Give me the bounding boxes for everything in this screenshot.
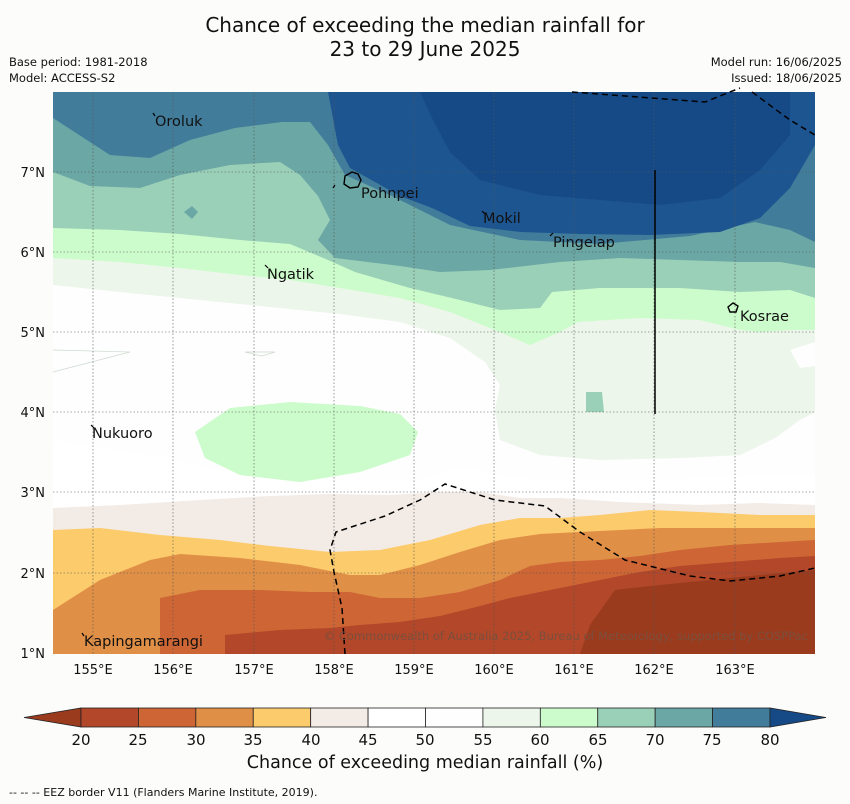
lat-tick-labels: 7°N 6°N 5°N 4°N 3°N 2°N 1°N xyxy=(21,166,46,662)
pohnpei-island-outline xyxy=(343,171,362,189)
patch-teal-small xyxy=(184,206,198,219)
label-mokil: Mokil xyxy=(483,211,521,227)
colorbar-box xyxy=(252,707,312,728)
copyright-notice: © Commonwealth of Australia 2025, Bureau… xyxy=(324,629,808,643)
lat-label: 4°N xyxy=(21,406,46,421)
label-kosrae: Kosrae xyxy=(740,309,789,325)
lon-label: 157°E xyxy=(234,663,274,678)
colorbar-tick: 65 xyxy=(588,731,607,749)
map-title: Chance of exceeding the median rainfall … xyxy=(0,13,850,61)
colorbar-box xyxy=(482,707,541,728)
label-nukuoro: Nukuoro xyxy=(92,426,153,442)
colorbar-box xyxy=(597,707,656,728)
lon-label: 156°E xyxy=(153,663,193,678)
band-dark-low xyxy=(580,570,815,654)
lon-tick-labels: 155°E 156°E 157°E 158°E 159°E 160°E 161°… xyxy=(73,663,755,678)
patch-moist-1 xyxy=(195,402,418,482)
patch-dry-east xyxy=(790,342,815,368)
colorbar-box xyxy=(425,707,484,728)
place-labels: Oroluk Pohnpei Mokil Pingelap Ngatik Kos… xyxy=(84,114,789,650)
kosrae-island-outline xyxy=(727,302,739,313)
colorbar-box xyxy=(310,707,369,728)
rainfall-map: Oroluk Pohnpei Mokil Pingelap Ngatik Kos… xyxy=(21,87,816,678)
label-pohnpei: Pohnpei xyxy=(361,186,419,202)
label-pingelap: Pingelap xyxy=(553,235,615,251)
colorbar-box xyxy=(138,707,197,728)
lat-label: 5°N xyxy=(21,326,46,341)
eez-border xyxy=(329,87,816,655)
lat-label: 6°N xyxy=(21,246,46,261)
lon-label: 155°E xyxy=(73,663,113,678)
colorbar-boxes xyxy=(80,707,771,728)
colorbar-tick: 80 xyxy=(760,731,779,749)
title-line-1: Chance of exceeding the median rainfall … xyxy=(205,13,645,37)
colorbar-tick: 40 xyxy=(301,731,320,749)
lon-label: 162°E xyxy=(634,663,674,678)
model-run: Model run: 16/06/2025 xyxy=(710,55,842,69)
band-above-80 xyxy=(420,92,790,205)
label-kapingamarangi: Kapingamarangi xyxy=(84,634,203,650)
place-markers xyxy=(81,112,554,637)
colorbar-under-arrow xyxy=(23,707,82,728)
lat-label: 7°N xyxy=(21,166,46,181)
lon-label: 158°E xyxy=(314,663,354,678)
colorbar-ticks: 20 25 30 35 40 45 50 55 60 65 70 75 80 xyxy=(71,731,779,749)
lon-label: 159°E xyxy=(394,663,434,678)
colorbar-box xyxy=(539,707,599,728)
patch-moist-2 xyxy=(578,320,662,362)
colorbar-tick: 75 xyxy=(702,731,721,749)
graticule xyxy=(53,92,815,654)
colorbar-tick: 60 xyxy=(530,731,549,749)
lat-label: 2°N xyxy=(21,567,46,582)
band-outline-45 xyxy=(53,349,276,373)
colorbar-box xyxy=(195,707,254,728)
label-oroluk: Oroluk xyxy=(155,114,203,130)
colorbar-box xyxy=(712,707,771,728)
metadata-right: Model run: 16/06/2025 Issued: 18/06/2025 xyxy=(711,54,842,86)
model-name: Model: ACCESS-S2 xyxy=(9,71,116,85)
colorbar-title: Chance of exceeding median rainfall (%) xyxy=(246,753,604,773)
colorbar-tick: 70 xyxy=(645,731,664,749)
colorbar-tick: 45 xyxy=(358,731,377,749)
lon-label: 163°E xyxy=(715,663,755,678)
colorbar-tick: 30 xyxy=(186,731,205,749)
issued-date: Issued: 18/06/2025 xyxy=(731,71,842,85)
colorbar-tick: 50 xyxy=(415,731,434,749)
colorbar-tick: 55 xyxy=(473,731,492,749)
colorbar-tick: 20 xyxy=(71,731,90,749)
colorbar-box xyxy=(367,707,426,728)
colorbar-box xyxy=(654,707,713,728)
islands xyxy=(343,171,739,313)
colorbar-tick: 35 xyxy=(243,731,262,749)
base-period: Base period: 1981-2018 xyxy=(9,55,148,69)
colorbar-tick: 25 xyxy=(128,731,147,749)
title-line-2: 23 to 29 June 2025 xyxy=(329,37,521,61)
colorbar-box xyxy=(80,707,139,728)
colorbar-over-arrow xyxy=(769,707,827,728)
lon-label: 161°E xyxy=(554,663,594,678)
label-ngatik: Ngatik xyxy=(267,267,315,283)
patch-teal xyxy=(586,392,604,412)
eez-footnote: -- -- -- EEZ border V11 (Flanders Marine… xyxy=(9,786,318,799)
lon-label: 160°E xyxy=(474,663,514,678)
lat-label: 3°N xyxy=(21,486,46,501)
metadata-left: Base period: 1981-2018 Model: ACCESS-S2 xyxy=(9,54,148,86)
lat-label: 1°N xyxy=(21,647,46,662)
